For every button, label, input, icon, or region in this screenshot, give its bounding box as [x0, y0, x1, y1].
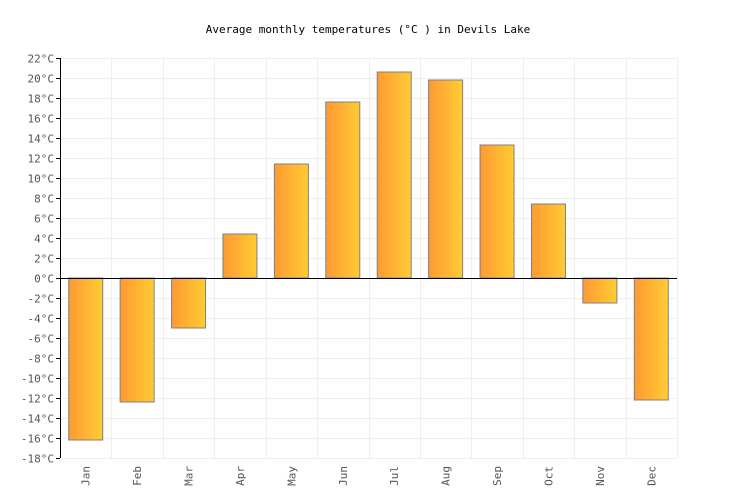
bars — [68, 71, 669, 441]
bar-oct — [530, 203, 566, 279]
y-tick-label: 4°C — [34, 233, 54, 246]
x-tick-label: Aug — [440, 466, 453, 486]
y-tick-label: -12°C — [21, 393, 54, 406]
y-tick-label: 22°C — [28, 53, 55, 66]
bar-nov — [582, 277, 618, 304]
y-tick-label: 14°C — [28, 133, 55, 146]
x-tick-label: May — [285, 466, 298, 486]
x-tick-label: Jan — [80, 466, 93, 486]
y-tick-label: -8°C — [28, 353, 55, 366]
bar-dec — [633, 277, 669, 401]
x-tick-label: Apr — [234, 466, 247, 486]
x-tick-label: Dec — [645, 466, 658, 486]
bar-aug — [428, 79, 464, 279]
x-tick-label: Feb — [131, 466, 144, 486]
bar-mar — [171, 277, 207, 329]
bar-may — [273, 163, 309, 279]
axes — [56, 58, 677, 459]
y-tick-label: 10°C — [28, 173, 55, 186]
bar-apr — [222, 233, 258, 279]
y-tick-label: 18°C — [28, 93, 55, 106]
bar-jan — [68, 277, 104, 441]
y-tick-label: -16°C — [21, 433, 54, 446]
y-tick-label: 16°C — [28, 113, 55, 126]
y-tick-label: 6°C — [34, 213, 54, 226]
y-tick-label: 2°C — [34, 253, 54, 266]
y-tick-label: 8°C — [34, 193, 54, 206]
y-tick-label: 0°C — [34, 273, 54, 286]
bar-jun — [325, 101, 361, 279]
bar-jul — [376, 71, 412, 279]
y-tick-label: 12°C — [28, 153, 55, 166]
y-tick-label: 20°C — [28, 73, 55, 86]
y-axis-ticks: -18°C -16°C -14°C -12°C -10°C -8°C -6°C -4°C -2°… — [21, 53, 54, 466]
y-tick-label: -2°C — [28, 293, 55, 306]
x-axis-ticks: Jan Feb Mar Apr May Jun Jul Aug Sep Oct Nov Dec — [80, 466, 659, 486]
x-tick-label: Mar — [183, 466, 196, 486]
y-tick-label: -14°C — [21, 413, 54, 426]
chart-title: Average monthly temperatures (°C ) in De… — [206, 23, 531, 36]
y-tick-label: -4°C — [28, 313, 55, 326]
y-tick-label: -6°C — [28, 333, 55, 346]
x-tick-label: Jul — [388, 466, 401, 486]
bar-sep — [479, 144, 515, 279]
x-tick-label: Jun — [337, 466, 350, 486]
y-tick-label: -10°C — [21, 373, 54, 386]
x-tick-label: Oct — [542, 466, 555, 486]
grid — [60, 58, 678, 459]
x-tick-label: Sep — [491, 466, 504, 486]
bar-feb — [119, 277, 155, 403]
y-tick-label: -18°C — [21, 453, 54, 466]
x-tick-label: Nov — [594, 466, 607, 486]
